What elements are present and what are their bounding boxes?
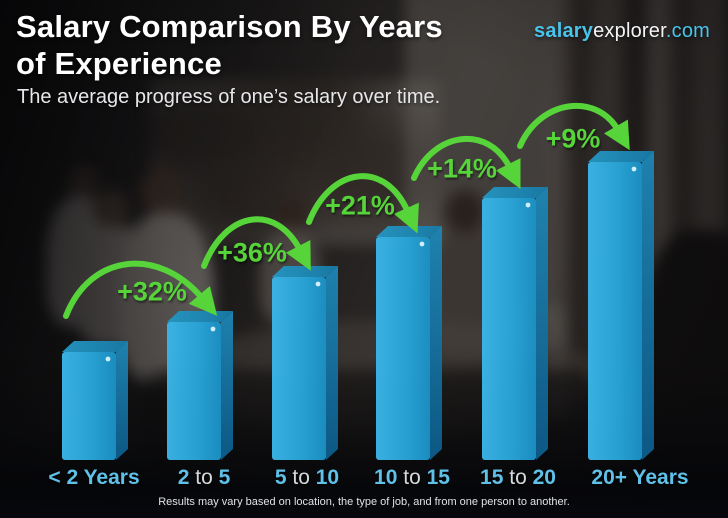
pct-increase-3: +21%: [325, 190, 395, 221]
axis-label-20-plus-years: 20+ Years: [591, 466, 688, 490]
brand-logo: salaryexplorer.com: [534, 20, 710, 43]
title-line-2: of Experience: [16, 46, 222, 81]
axis-label-2-to-5: 2 to 5: [177, 466, 231, 489]
brand-dotcom: .com: [665, 20, 710, 42]
page-subtitle: The average progress of one’s salary ove…: [17, 86, 441, 108]
axis-label-text: 20+ Years: [591, 466, 689, 489]
axis-label-text: 2: [177, 466, 190, 489]
pct-increase-5: +9%: [545, 123, 601, 154]
arrow-36: [201, 216, 311, 271]
axis-label-text: < 2 Years: [48, 466, 140, 489]
axis-label-text: 10: [374, 466, 398, 489]
arrow-32: [63, 260, 218, 319]
axis-label-lt-2-years: < 2 Years: [48, 466, 139, 490]
axis-label-text: 15: [480, 466, 504, 489]
bar-lt-2-years: [62, 341, 128, 460]
axis-label-10-to-15: 10 to 15: [374, 466, 450, 489]
pct-increase-4: +14%: [427, 153, 497, 184]
growth-arrows: [63, 102, 630, 319]
pct-increase-1: +32%: [117, 276, 187, 307]
arrow-9: [517, 102, 630, 151]
axis-label-5-to-10: 5 to 10: [274, 466, 340, 489]
bar-15-to-20: [482, 187, 548, 460]
axis-label-15-to-20: 15 to 20: [480, 466, 556, 489]
brand-explorer: explorer: [593, 20, 666, 42]
bar-5-to-10: [272, 266, 338, 460]
page-title: Salary Comparison By Years of Experience: [16, 8, 443, 82]
brand-salary: salary: [534, 20, 594, 42]
pct-increase-2: +36%: [217, 237, 287, 268]
bar-20-plus-years: [588, 151, 654, 460]
axis-label-text: 5: [274, 466, 287, 489]
bar-2-to-5: [167, 311, 233, 460]
arrow-14: [411, 135, 521, 189]
title-line-1: Salary Comparison By Years: [16, 9, 443, 44]
arrow-21: [306, 173, 419, 234]
bar-10-to-15: [376, 226, 442, 460]
disclaimer-text: Results may vary based on location, the …: [158, 496, 570, 508]
